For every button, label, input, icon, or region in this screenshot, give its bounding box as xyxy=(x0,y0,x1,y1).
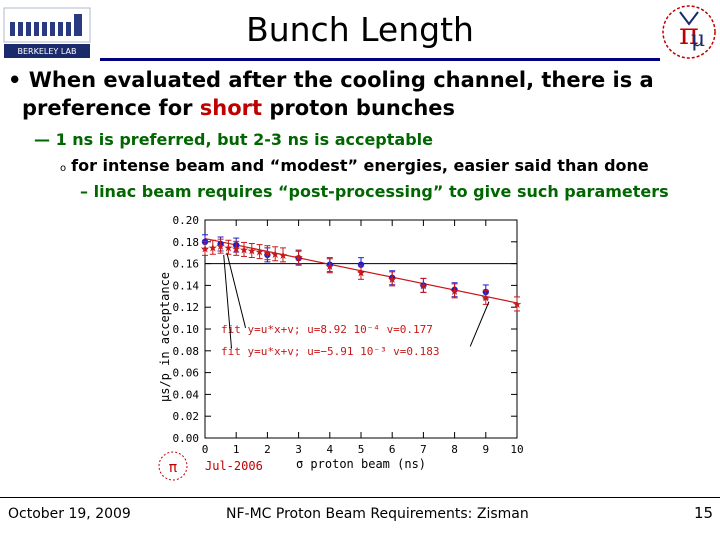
y-tick-label: 0.02 xyxy=(173,410,200,423)
svg-text:μ: μ xyxy=(691,27,705,52)
page-number: 15 xyxy=(694,504,714,522)
data-point-red: ★ xyxy=(223,241,233,254)
slide-title: Bunch Length xyxy=(246,10,474,49)
data-point-red: ★ xyxy=(200,242,210,255)
y-axis-label: μs/p in acceptance xyxy=(158,272,172,402)
x-tick-label: 3 xyxy=(295,443,302,456)
x-tick-label: 2 xyxy=(264,443,271,456)
data-point-red: ★ xyxy=(356,266,366,279)
y-tick-label: 0.14 xyxy=(173,279,200,292)
pointer-line xyxy=(226,252,247,329)
data-point-red: ★ xyxy=(231,242,241,255)
y-tick-label: 0.12 xyxy=(173,301,200,314)
sub-sub-bullet-1: o for intense beam and “modest” energies,… xyxy=(60,156,649,175)
date-stamp: Jul-2006 xyxy=(205,459,263,473)
neutrino-factory-logo: π μ xyxy=(660,2,718,64)
x-tick-label: 9 xyxy=(482,443,489,456)
chart-background xyxy=(155,208,535,498)
data-point-red: ★ xyxy=(216,240,226,253)
x-tick-label: 5 xyxy=(358,443,365,456)
data-point-red: ★ xyxy=(325,260,335,273)
y-tick-label: 0.04 xyxy=(173,388,200,401)
data-point-red: ★ xyxy=(239,243,249,256)
y-tick-label: 0.08 xyxy=(173,345,200,358)
title-underline xyxy=(100,58,660,61)
data-point-red: ★ xyxy=(294,251,304,264)
bullet-1-line-2: preference for short proton bunches xyxy=(22,96,456,120)
data-point-red: ★ xyxy=(247,245,257,258)
footer-divider xyxy=(0,497,720,498)
pointer-line xyxy=(469,301,490,347)
x-tick-label: 10 xyxy=(510,443,523,456)
x-tick-label: 1 xyxy=(233,443,240,456)
stamp-logo-glyph: π xyxy=(169,460,178,476)
svg-text:BERKELEY LAB: BERKELEY LAB xyxy=(18,47,77,56)
y-tick-label: 0.16 xyxy=(173,258,200,271)
x-tick-label: 4 xyxy=(326,443,333,456)
y-tick-label: 0.00 xyxy=(173,432,200,445)
data-point-red: ★ xyxy=(418,279,428,292)
fit-annotation-blue: fit y=u*x+v; u=8.92 10⁻⁴ v=0.177 xyxy=(221,323,433,336)
fit-annotation-red: fit y=u*x+v; u=−5.91 10⁻³ v=0.183 xyxy=(221,345,440,358)
x-axis-label: σ proton beam (ns) xyxy=(296,457,426,471)
highlight-short: short xyxy=(199,96,263,120)
svg-text:π: π xyxy=(679,17,699,52)
sub-sub-sub-bullet-1: – linac beam requires “post-processing” … xyxy=(80,182,669,201)
y-tick-label: 0.10 xyxy=(173,323,200,336)
x-tick-label: 8 xyxy=(451,443,458,456)
footer-title: NF-MC Proton Beam Requirements: Zisman xyxy=(226,506,529,522)
data-point-red: ★ xyxy=(481,291,491,304)
berkeley-lab-logo: BERKELEY LAB xyxy=(2,4,92,62)
footer-date: October 19, 2009 xyxy=(8,506,131,522)
data-point-blue xyxy=(357,261,365,268)
pointer-line xyxy=(223,254,233,349)
x-tick-label: 6 xyxy=(389,443,396,456)
y-tick-label: 0.20 xyxy=(173,214,200,227)
data-point-red: ★ xyxy=(387,273,397,286)
stamp-logo xyxy=(158,451,188,481)
data-point-red: ★ xyxy=(270,248,280,261)
data-point-red: ★ xyxy=(255,246,265,259)
sub-bullet-1: — 1 ns is preferred, but 2-3 ns is accep… xyxy=(34,130,433,149)
data-point-red: ★ xyxy=(450,285,460,298)
data-point-red: ★ xyxy=(512,298,522,311)
data-point-red: ★ xyxy=(208,241,218,254)
data-point-red: ★ xyxy=(262,247,272,260)
x-tick-label: 7 xyxy=(420,443,427,456)
y-tick-label: 0.06 xyxy=(173,367,200,380)
bullet-1-line-1: • When evaluated after the cooling chann… xyxy=(8,68,654,92)
y-tick-label: 0.18 xyxy=(173,236,200,249)
acceptance-chart: 0.00 0.02 0.04 0.06 0.08 0.10 0.12 0.14 0.16 0.18… xyxy=(155,208,535,498)
data-point-red: ★ xyxy=(278,249,288,262)
x-tick-label: 0 xyxy=(202,443,209,456)
